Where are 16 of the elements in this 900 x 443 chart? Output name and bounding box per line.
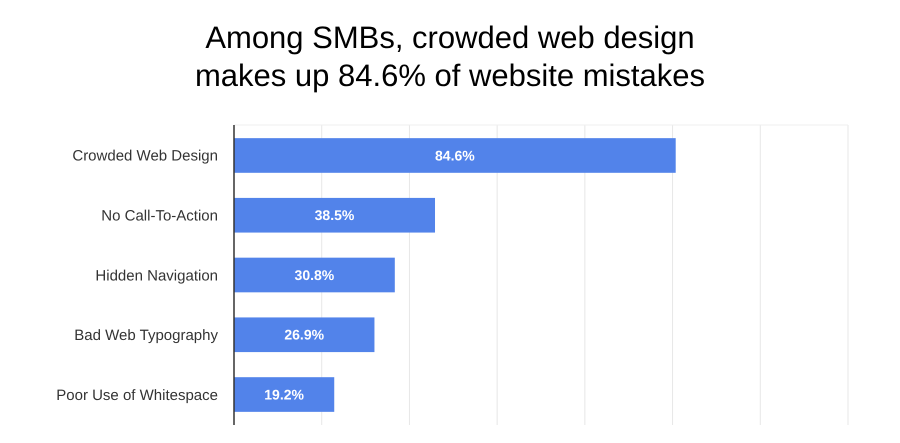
chart-title: Among SMBs, crowded web design makes up 84.6% of website mistakes bbox=[194, 20, 706, 93]
bar bbox=[234, 258, 395, 292]
y-tick-label: Hidden Navigation bbox=[95, 267, 218, 284]
data-label: 26.9% bbox=[284, 326, 325, 343]
data-label: 84.6% bbox=[435, 147, 476, 164]
data-label: 38.5% bbox=[314, 207, 355, 224]
y-tick-label: Poor Use of Whitespace bbox=[56, 386, 218, 404]
data-label: 30.8% bbox=[294, 266, 335, 283]
bar bbox=[234, 138, 676, 173]
y-tick-label: No Call-To-Action bbox=[101, 207, 218, 224]
y-tick-label: Bad Web Typography bbox=[74, 327, 218, 344]
bar bbox=[234, 377, 334, 412]
y-tick-label: Crowded Web Design bbox=[72, 148, 218, 165]
bar bbox=[234, 317, 374, 352]
bar bbox=[234, 198, 436, 233]
data-label: 19.2% bbox=[264, 386, 305, 402]
